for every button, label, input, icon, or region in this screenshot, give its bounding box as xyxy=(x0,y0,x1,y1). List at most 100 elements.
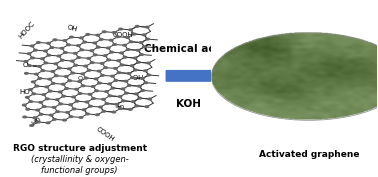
Circle shape xyxy=(57,67,61,69)
Circle shape xyxy=(62,95,65,97)
Circle shape xyxy=(123,44,126,46)
Circle shape xyxy=(74,64,77,66)
Circle shape xyxy=(30,125,33,126)
Circle shape xyxy=(148,98,152,100)
Circle shape xyxy=(123,56,127,58)
Circle shape xyxy=(35,85,39,87)
Circle shape xyxy=(45,98,49,100)
Text: COOH: COOH xyxy=(113,32,133,38)
Text: C: C xyxy=(117,102,122,108)
Circle shape xyxy=(23,116,26,118)
Circle shape xyxy=(120,52,123,54)
Text: -OH: -OH xyxy=(131,75,144,81)
Circle shape xyxy=(105,103,109,104)
Circle shape xyxy=(53,119,56,120)
Circle shape xyxy=(93,54,97,56)
Circle shape xyxy=(60,47,64,49)
Circle shape xyxy=(63,119,66,121)
Circle shape xyxy=(103,55,107,56)
Circle shape xyxy=(29,101,33,102)
Circle shape xyxy=(113,44,116,45)
Circle shape xyxy=(75,88,78,90)
Circle shape xyxy=(87,70,91,71)
Circle shape xyxy=(125,92,128,94)
Circle shape xyxy=(141,78,144,79)
Circle shape xyxy=(46,42,50,44)
Circle shape xyxy=(147,62,150,64)
Circle shape xyxy=(24,61,28,62)
Circle shape xyxy=(71,72,74,74)
Circle shape xyxy=(147,74,151,76)
Circle shape xyxy=(143,46,146,48)
Circle shape xyxy=(140,54,143,55)
Circle shape xyxy=(90,62,94,63)
Circle shape xyxy=(102,110,106,112)
Circle shape xyxy=(102,98,105,100)
Circle shape xyxy=(55,99,59,101)
Circle shape xyxy=(129,109,132,110)
Circle shape xyxy=(119,28,122,30)
Circle shape xyxy=(96,114,99,116)
Circle shape xyxy=(58,91,62,93)
Circle shape xyxy=(99,106,102,108)
Circle shape xyxy=(45,86,48,88)
Circle shape xyxy=(98,82,101,84)
Circle shape xyxy=(104,67,107,68)
Text: =O: =O xyxy=(114,105,124,110)
Circle shape xyxy=(32,93,36,95)
Circle shape xyxy=(36,109,39,111)
Circle shape xyxy=(82,109,86,110)
Circle shape xyxy=(47,54,51,56)
Circle shape xyxy=(91,86,95,87)
Circle shape xyxy=(110,51,113,53)
Circle shape xyxy=(133,57,137,59)
Circle shape xyxy=(135,105,139,107)
Circle shape xyxy=(144,82,148,84)
Circle shape xyxy=(67,68,71,70)
Circle shape xyxy=(84,65,87,67)
Circle shape xyxy=(129,29,132,31)
Circle shape xyxy=(85,101,89,103)
Circle shape xyxy=(59,103,62,105)
Circle shape xyxy=(100,63,104,64)
Circle shape xyxy=(128,85,131,86)
Circle shape xyxy=(105,91,108,92)
Circle shape xyxy=(127,73,131,74)
Circle shape xyxy=(101,75,104,76)
Circle shape xyxy=(134,69,137,71)
FancyArrow shape xyxy=(166,68,242,84)
Circle shape xyxy=(57,55,60,57)
Circle shape xyxy=(39,113,43,115)
Circle shape xyxy=(112,32,116,33)
Circle shape xyxy=(96,46,100,48)
Circle shape xyxy=(56,111,59,112)
Circle shape xyxy=(146,38,149,40)
Circle shape xyxy=(126,49,130,50)
Circle shape xyxy=(44,62,48,64)
Circle shape xyxy=(145,26,149,28)
Circle shape xyxy=(31,57,34,59)
Circle shape xyxy=(135,93,138,95)
Text: COOH: COOH xyxy=(94,126,115,142)
Circle shape xyxy=(70,36,73,38)
Circle shape xyxy=(68,80,71,82)
Circle shape xyxy=(28,65,31,66)
Circle shape xyxy=(33,117,36,119)
Text: RGO structure adjustment: RGO structure adjustment xyxy=(12,144,147,153)
Circle shape xyxy=(99,39,103,40)
Circle shape xyxy=(27,53,31,55)
Circle shape xyxy=(36,121,40,123)
Circle shape xyxy=(60,59,64,61)
Circle shape xyxy=(30,45,34,47)
Circle shape xyxy=(137,61,140,63)
Circle shape xyxy=(31,81,35,83)
Text: HO: HO xyxy=(30,116,42,127)
Text: Activated graphene: Activated graphene xyxy=(259,150,359,159)
Circle shape xyxy=(64,76,68,77)
Circle shape xyxy=(77,57,81,58)
Circle shape xyxy=(37,66,41,67)
Circle shape xyxy=(145,106,149,107)
Circle shape xyxy=(138,85,141,87)
Circle shape xyxy=(135,25,139,27)
Circle shape xyxy=(122,100,125,102)
